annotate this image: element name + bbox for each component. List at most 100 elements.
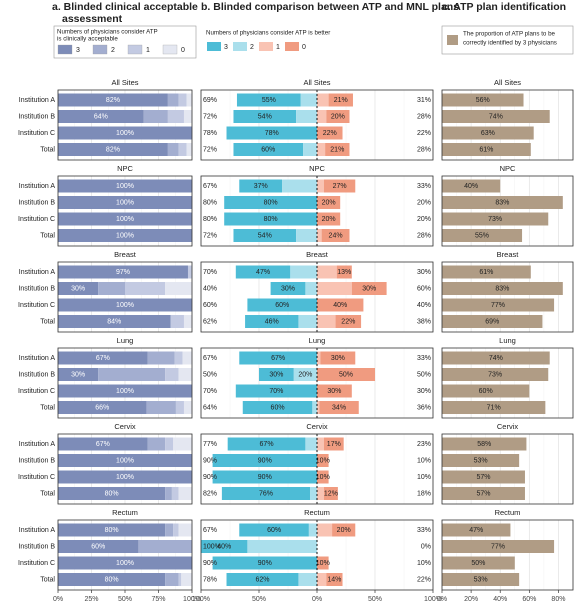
row-label: Institution B [18,457,55,464]
bar-segment [58,110,144,123]
data-label: 20% [298,371,312,378]
side-total-right: 28% [417,146,431,153]
data-label: 100% [116,302,134,309]
bar-segment [167,93,179,107]
side-total-left: 72% [203,232,217,239]
bar-segment [317,573,327,586]
data-label: 60% [479,388,493,395]
row-label: Total [40,404,55,411]
bar-segment [317,93,329,107]
bar-segment [236,93,301,107]
side-total-right: 33% [417,183,431,190]
bar-segment [317,401,320,414]
row-label: Institution A [19,441,56,448]
side-total-left: 72% [203,146,217,153]
bar-segment [125,282,166,295]
data-label: 100% [116,130,134,137]
bar-segment [212,454,317,467]
bar-segment [259,368,294,381]
legend-label: correctly identified by 3 physicians [463,40,557,47]
data-label: 13% [337,269,351,276]
data-label: 20% [331,113,345,120]
legend-label: 3 [224,44,228,51]
legend-swatch-2 [92,44,108,55]
bar-segment [323,487,338,500]
data-label: 74% [489,355,503,362]
bar-segment [442,110,550,123]
data-label: 30% [327,388,341,395]
data-label: 66% [95,404,109,411]
panel-title: a. Blinded clinical acceptable [52,1,198,13]
bar-segment [335,315,362,328]
bar-segment [98,282,125,295]
bar-segment [332,523,356,537]
legend-swatch-1 [259,42,273,51]
bar-segment [58,179,192,193]
data-label: 63% [481,130,495,137]
bar-segment [442,229,523,242]
side-total-right: 28% [417,113,431,120]
row-label: Institution A [19,269,56,276]
bar-segment [326,573,343,586]
side-total-right: 31% [417,97,431,104]
side-total-left: 90% [203,474,217,481]
bar-segment [442,212,549,226]
side-total-left: 69% [203,97,217,104]
bar-segment [317,487,324,500]
bar-segment [442,487,525,500]
bar-segment [58,573,166,586]
data-label: 50% [471,560,485,567]
bar-segment [317,179,324,193]
facet-title: All Sites [494,78,521,87]
data-label: 83% [495,285,509,292]
data-label: 97% [116,269,130,276]
bar-segment [58,487,166,500]
data-label: 73% [488,371,502,378]
side-total-right: 30% [417,269,431,276]
data-label: 47% [469,527,483,534]
bar-segment [58,368,99,381]
bar-segment [296,110,317,123]
bar-segment [317,282,352,295]
side-total-right: 18% [417,490,431,497]
side-total-left: 82% [203,490,217,497]
data-label: 58% [477,441,491,448]
facet-title: All Sites [111,78,138,87]
bar-segment [305,282,317,295]
side-total-right: 36% [417,404,431,411]
panel-border [441,519,574,591]
bar-segment [247,298,317,312]
tick-label: 100% [424,596,442,603]
facet-title: Rectum [112,508,138,517]
data-label: 12% [324,490,338,497]
bar-segment [58,523,166,537]
bar-segment [442,351,550,365]
facet-title: NPC [309,164,325,173]
row-label: Institution C [18,216,55,223]
bar-segment [317,368,375,381]
facet-title: NPC [117,164,133,173]
panel-border [57,433,193,505]
side-total-left: 67% [203,355,217,362]
tick-label: 80% [551,596,565,603]
bar-segment [58,401,147,414]
bar-segment [320,351,356,365]
data-label: 100% [116,474,134,481]
row-label: Institution B [18,285,55,292]
data-label: 46% [265,318,279,325]
panel-border [57,261,193,333]
side-total-right: 23% [417,441,431,448]
row-label: Institution C [18,560,55,567]
side-total-left: 62% [203,318,217,325]
facet-title: Cervix [114,422,136,431]
bar-segment [442,573,520,586]
legend-box [441,25,574,55]
bar-segment [178,93,187,107]
bar-segment [187,265,192,279]
legend-swatch-atp [447,35,458,45]
bar-segment [303,143,317,156]
bar-segment [442,143,531,156]
facet-title: NPC [500,164,516,173]
data-label: 27% [333,183,347,190]
bar-segment [224,196,317,209]
